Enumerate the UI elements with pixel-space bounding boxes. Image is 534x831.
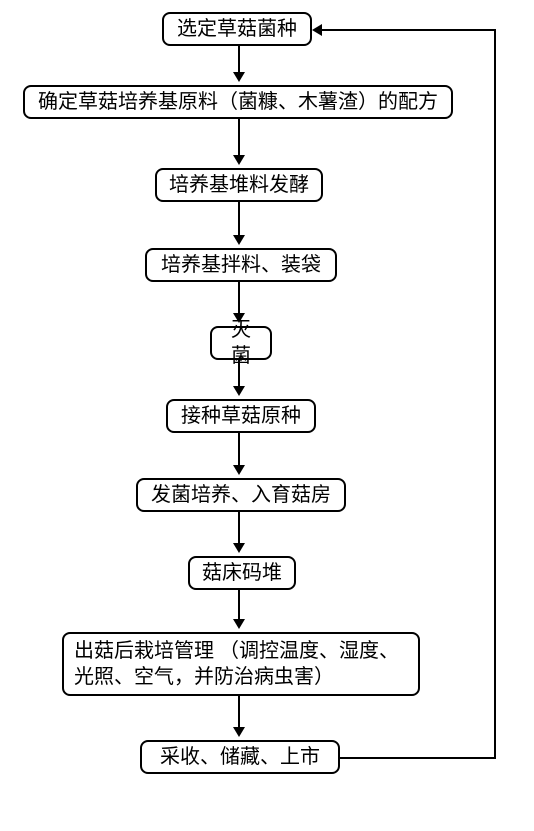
arrow-n4-n5: [238, 282, 240, 321]
node-select-strain: 选定草菇菌种: [162, 12, 312, 46]
node-label: 培养基堆料发酵: [169, 172, 309, 198]
arrow-n3-n4: [238, 202, 240, 243]
arrow-n1-n2: [238, 46, 240, 80]
node-inoculate: 接种草菇原种: [166, 399, 316, 433]
node-medium-formula: 确定草菇培养基原料（菌糠、木薯渣）的配方: [23, 85, 453, 119]
arrow-n2-n3: [238, 119, 240, 163]
feedback-right-v: [494, 29, 496, 759]
node-label: 灭菌: [222, 317, 260, 369]
feedback-bottom-h: [340, 757, 496, 759]
node-label: 出菇后栽培管理 （调控温度、湿度、光照、空气，并防治病虫害）: [74, 638, 408, 690]
node-label: 培养基拌料、装袋: [161, 252, 321, 278]
node-label: 接种草菇原种: [181, 403, 301, 429]
arrow-n6-n7: [238, 433, 240, 473]
node-harvest: 采收、储藏、上市: [140, 740, 340, 774]
arrow-n5-n6: [238, 360, 240, 394]
feedback-arrowhead: [312, 24, 322, 36]
arrow-n7-n8: [238, 512, 240, 551]
node-label: 确定草菇培养基原料（菌糠、木薯渣）的配方: [38, 89, 438, 115]
node-bed-stack: 菇床码堆: [188, 556, 296, 590]
feedback-top-h: [320, 29, 496, 31]
node-incubate: 发菌培养、入育菇房: [136, 478, 346, 512]
node-sterilize: 灭菌: [210, 326, 272, 360]
node-label: 菇床码堆: [202, 560, 282, 586]
node-label: 发菌培养、入育菇房: [151, 482, 331, 508]
node-pile-ferment: 培养基堆料发酵: [155, 168, 323, 202]
node-mix-bag: 培养基拌料、装袋: [145, 248, 337, 282]
node-cultivation-mgmt: 出菇后栽培管理 （调控温度、湿度、光照、空气，并防治病虫害）: [62, 632, 420, 696]
arrow-n8-n9: [238, 590, 240, 627]
arrow-n9-n10: [238, 696, 240, 735]
node-label: 采收、储藏、上市: [160, 744, 320, 770]
node-label: 选定草菇菌种: [177, 16, 297, 42]
